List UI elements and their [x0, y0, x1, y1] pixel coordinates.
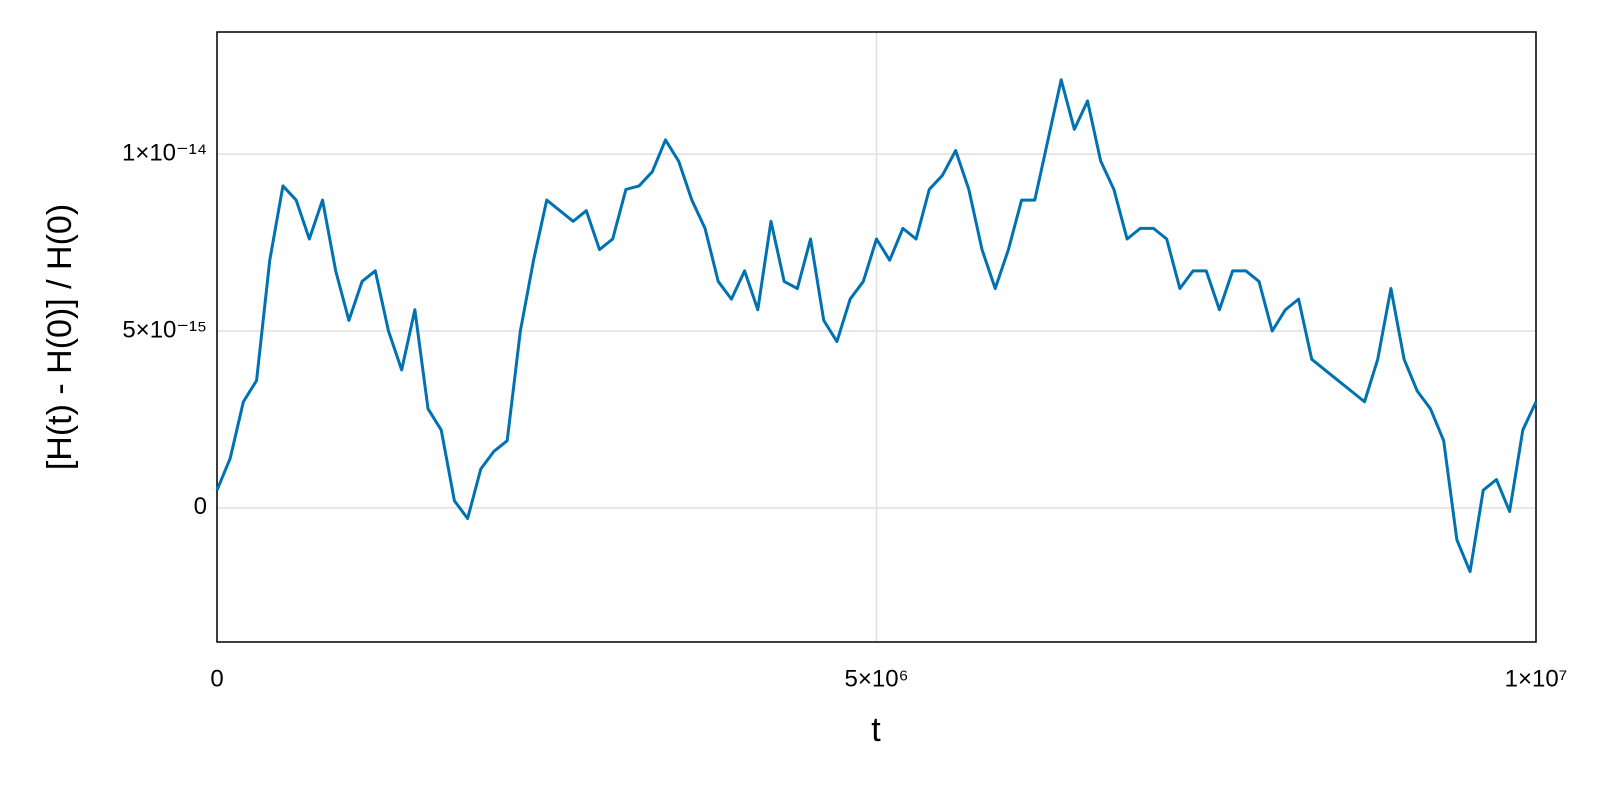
x-tick-label: 0 [210, 665, 223, 692]
y-axis-label: [H(t) - H(0)] / H(0) [41, 204, 79, 470]
x-tick-label: 1×10⁷ [1505, 665, 1568, 692]
y-tick-label: 0 [194, 493, 207, 520]
x-axis-label: t [871, 711, 881, 749]
y-tick-label: 5×10⁻¹⁵ [122, 316, 207, 343]
y-tick-label: 1×10⁻¹⁴ [122, 139, 207, 166]
x-tick-label: 5×10⁶ [845, 665, 909, 692]
data-line [215, 78, 1538, 574]
plot-frame [216, 31, 1537, 643]
